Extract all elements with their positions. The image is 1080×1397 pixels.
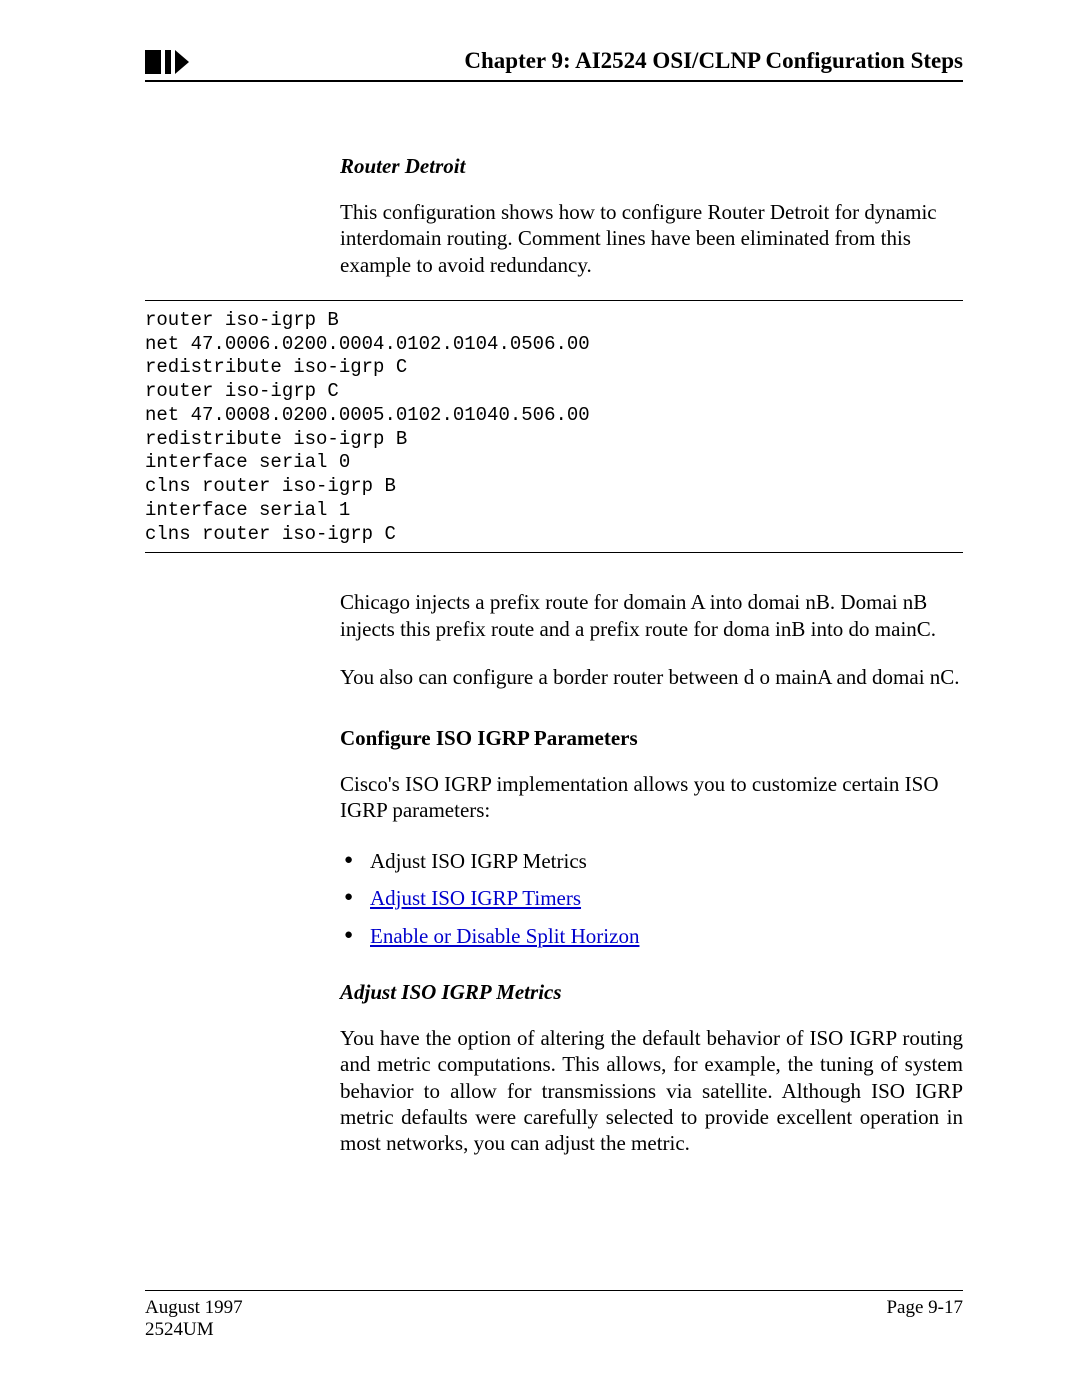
chapter-title: Chapter 9: AI2524 OSI/CLNP Configuration… (464, 48, 963, 74)
list-item: Adjust ISO IGRP Metrics (340, 846, 963, 878)
footer-left: August 1997 2524UM (145, 1297, 243, 1341)
section-adjust-metrics: Adjust ISO IGRP Metrics You have the opt… (340, 980, 963, 1156)
para-adjust-metrics: You have the option of altering the defa… (340, 1025, 963, 1156)
section-chicago: Chicago injects a prefix route for domai… (340, 589, 963, 690)
rule-above-code (145, 300, 963, 301)
heading-configure-iso-igrp: Configure ISO IGRP Parameters (340, 726, 963, 751)
footer-date: August 1997 (145, 1297, 243, 1319)
para-router-detroit-intro: This configuration shows how to configur… (340, 199, 963, 278)
heading-adjust-metrics: Adjust ISO IGRP Metrics (340, 980, 963, 1005)
link-split-horizon[interactable]: Enable or Disable Split Horizon (370, 924, 639, 948)
para-border-router: You also can configure a border router b… (340, 664, 963, 690)
page-header: Chapter 9: AI2524 OSI/CLNP Configuration… (145, 48, 963, 82)
footer-rule (145, 1290, 963, 1291)
rule-below-code (145, 552, 963, 553)
link-adjust-timers[interactable]: Adjust ISO IGRP Timers (370, 886, 581, 910)
section-router-detroit: Router Detroit This configuration shows … (340, 154, 963, 278)
company-logo (145, 50, 189, 74)
page-container: Chapter 9: AI2524 OSI/CLNP Configuration… (0, 0, 1080, 1397)
para-configure-iso-igrp: Cisco's ISO IGRP implementation allows y… (340, 771, 963, 824)
bullet-text-metrics: Adjust ISO IGRP Metrics (370, 849, 587, 873)
bullet-list-params: Adjust ISO IGRP Metrics Adjust ISO IGRP … (340, 846, 963, 953)
page-footer: August 1997 2524UM Page 9-17 (145, 1290, 963, 1341)
footer-page: Page 9-17 (886, 1297, 963, 1341)
para-chicago: Chicago injects a prefix route for domai… (340, 589, 963, 642)
list-item: Enable or Disable Split Horizon (340, 921, 963, 953)
code-block-wrap: router iso-igrp B net 47.0006.0200.0004.… (145, 300, 963, 554)
footer-row: August 1997 2524UM Page 9-17 (145, 1297, 963, 1341)
footer-docnum: 2524UM (145, 1319, 243, 1341)
list-item: Adjust ISO IGRP Timers (340, 883, 963, 915)
heading-router-detroit: Router Detroit (340, 154, 963, 179)
section-configure-iso-igrp: Configure ISO IGRP Parameters Cisco's IS… (340, 726, 963, 952)
config-code: router iso-igrp B net 47.0006.0200.0004.… (145, 309, 963, 547)
